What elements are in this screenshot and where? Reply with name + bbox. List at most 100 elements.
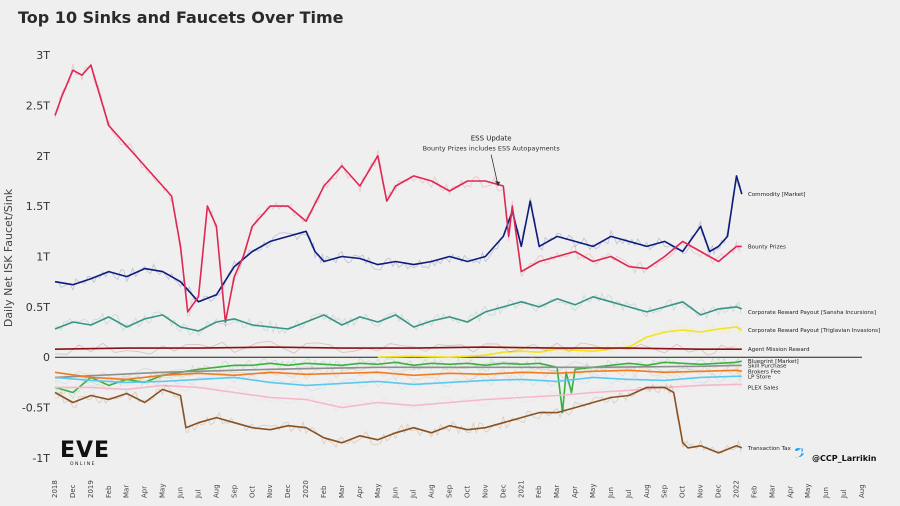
series-label: Skill Purchase: [748, 363, 787, 369]
series-raw-line: [54, 382, 742, 454]
series-label: Blueprint [Market]: [748, 359, 799, 365]
series-label: Bounty Prizes: [748, 244, 786, 250]
logo-wordmark: EVE: [60, 438, 110, 463]
series-label: LP Store: [748, 374, 772, 380]
x-tick-label: May: [804, 484, 812, 498]
x-tick-label: Feb: [105, 485, 113, 498]
series-label: Corporate Reward Payout [Sansha Incursio…: [748, 310, 876, 316]
annotations: ESS Update Bounty Prizes includes ESS Aut…: [423, 135, 561, 187]
x-tick-label: Apr: [786, 486, 794, 498]
twitter-icon: [794, 448, 804, 458]
chart-title: Top 10 Sinks and Faucets Over Time: [18, 8, 344, 27]
x-tick-label: Aug: [428, 484, 436, 498]
x-tick-label: Apr: [141, 486, 149, 498]
x-tick-label: Aug: [643, 484, 651, 498]
x-tick-label: Jun: [177, 487, 185, 499]
series-label: PLEX Sales: [748, 385, 779, 391]
series-label: Corporate Reward Payout [Triglavian Inva…: [748, 328, 880, 334]
x-tick-label: Mar: [768, 485, 776, 498]
annotation-arrow: [490, 154, 499, 187]
x-tick-label: Dec: [284, 484, 292, 498]
x-tick-label: Dec: [499, 484, 507, 498]
eve-online-logo: EVE ONLINE: [60, 438, 110, 467]
x-tick-label: Jul: [625, 489, 633, 499]
x-tick-label: Dec: [715, 484, 723, 498]
x-tick-label: Oct: [679, 486, 687, 498]
series-raw-line: [54, 179, 742, 303]
series-line: [54, 369, 742, 381]
x-tick-label: Nov: [697, 484, 705, 498]
x-tick-label: May: [159, 484, 167, 498]
annotation-text: Bounty Prizes includes ESS Autopayments: [423, 145, 561, 153]
x-tick-label: Mar: [553, 485, 561, 498]
x-tick-label: 2019: [87, 480, 95, 498]
series-raw-line: [54, 62, 742, 328]
x-tick-label: 2020: [302, 480, 310, 498]
series-line: [54, 175, 743, 303]
series-label: Transaction Tax: [747, 446, 792, 452]
x-tick-label: May: [589, 484, 597, 498]
x-axis: 2018 Dec 2019 Feb Mar Apr May Jun Jul Aug Sep Oct No…: [51, 480, 866, 499]
series-label: Brokers Fee: [748, 369, 781, 375]
series-group: [54, 62, 743, 454]
x-tick-label: Apr: [571, 486, 579, 498]
x-tick-label: Oct: [248, 486, 256, 498]
y-tick-label: 1.5T: [26, 200, 50, 213]
annotation-title: ESS Update: [471, 135, 512, 143]
series-raw-line: [54, 378, 742, 414]
x-tick-label: Aug: [212, 484, 220, 498]
x-tick-label: Dec: [69, 484, 77, 498]
y-tick-label: 2.5T: [26, 99, 50, 112]
y-tick-label: 3T: [36, 49, 50, 62]
x-tick-label: Feb: [535, 485, 543, 498]
y-tick-label: 0.5T: [26, 301, 50, 314]
x-tick-label: Oct: [463, 486, 471, 498]
series-raw-line: [54, 292, 742, 337]
x-tick-label: Mar: [123, 485, 131, 498]
y-tick-label: 1T: [36, 251, 50, 264]
y-axis-label: Daily Net ISK Faucet/Sink: [2, 188, 15, 327]
series-line: [54, 386, 743, 454]
series-line: [54, 295, 743, 332]
x-tick-label: Jun: [822, 487, 830, 499]
x-tick-label: Feb: [750, 485, 758, 498]
annotation-arrowhead: [495, 181, 501, 186]
x-tick-label: 2018: [51, 480, 59, 498]
series-line: [54, 375, 742, 387]
x-tick-label: Aug: [858, 484, 866, 498]
x-tick-label: Nov: [266, 484, 274, 498]
x-tick-label: Jun: [392, 487, 400, 499]
series-line: [55, 383, 742, 409]
y-axis: 3T 2.5T 2T 1.5T 1T 0.5T 0 -0.5T -1T: [22, 49, 50, 465]
y-tick-label: 2T: [36, 150, 50, 163]
x-tick-label: 2021: [517, 480, 525, 498]
x-tick-label: May: [374, 484, 382, 498]
y-tick-label: -1T: [32, 452, 50, 465]
y-tick-label: 0: [43, 351, 50, 364]
credit-handle: @CCP_Larrikin: [812, 454, 877, 463]
x-tick-label: Sep: [230, 484, 238, 498]
series-line: [54, 64, 742, 323]
series-raw-line: [54, 360, 736, 380]
series-label: Commodity [Market]: [748, 192, 806, 198]
x-tick-label: Apr: [356, 486, 364, 498]
series-label: Agent Mission Reward: [748, 347, 810, 353]
y-tick-label: -0.5T: [22, 402, 50, 415]
credit: @CCP_Larrikin: [794, 448, 877, 463]
x-tick-label: Jul: [840, 489, 848, 499]
x-tick-label: 2022: [732, 480, 740, 498]
series-line: [54, 346, 742, 351]
x-tick-label: Jul: [410, 489, 418, 499]
x-tick-label: Feb: [320, 485, 328, 498]
logo-subtitle: ONLINE: [70, 461, 96, 467]
x-tick-label: Sep: [661, 484, 669, 498]
series-labels: Commodity [Market] Bounty Prizes Corporate…: [747, 192, 880, 452]
x-tick-label: Mar: [338, 485, 346, 498]
series-line: [54, 364, 742, 379]
series-line: [377, 326, 743, 359]
series-raw-line: [54, 340, 736, 356]
x-tick-label: Sep: [446, 484, 454, 498]
x-tick-label: Nov: [481, 484, 489, 498]
x-tick-label: Jul: [194, 489, 202, 499]
